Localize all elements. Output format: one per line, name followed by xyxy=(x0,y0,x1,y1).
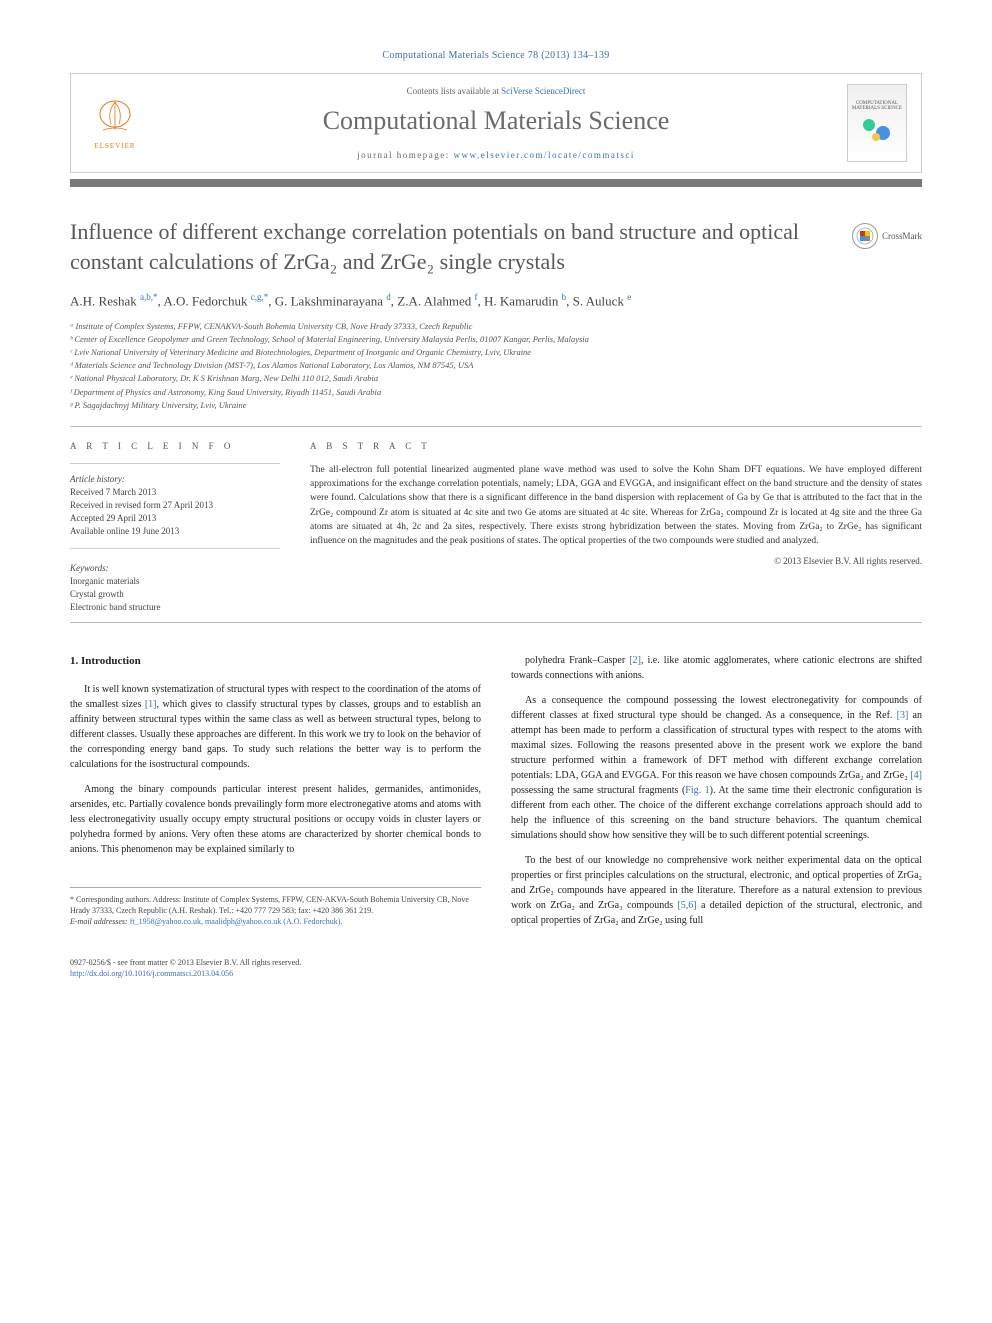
contents-prefix: Contents lists available at xyxy=(407,86,501,96)
front-matter-line: 0927-0256/$ - see front matter © 2013 El… xyxy=(70,957,481,968)
affiliation-line: ᵉ National Physical Laboratory, Dr. K S … xyxy=(70,372,922,385)
body-paragraph: To the best of our knowledge no comprehe… xyxy=(511,853,922,928)
keyword: Crystal growth xyxy=(70,588,280,601)
figure-ref[interactable]: Fig. 1 xyxy=(685,785,709,796)
cover-thumb-label: COMPUTATIONAL MATERIALS SCIENCE xyxy=(850,101,904,111)
journal-reference: Computational Materials Science 78 (2013… xyxy=(70,50,922,61)
body-right-column: polyhedra Frank–Casper [2], i.e. like at… xyxy=(511,653,922,979)
homepage-line: journal homepage: www.elsevier.com/locat… xyxy=(145,150,847,160)
homepage-prefix: journal homepage: xyxy=(357,150,453,160)
citation-ref[interactable]: [2] xyxy=(629,655,641,666)
doi-block: 0927-0256/$ - see front matter © 2013 El… xyxy=(70,957,481,979)
elsevier-logo: ELSEVIER xyxy=(85,88,145,158)
citation-ref[interactable]: [3] xyxy=(897,710,909,721)
abstract-heading: A B S T R A C T xyxy=(310,441,922,451)
elsevier-tree-icon xyxy=(93,96,137,140)
affiliations: ᵃ Institute of Complex Systems, FFPW, CE… xyxy=(70,320,922,412)
email-label: E-mail addresses: xyxy=(70,917,130,926)
affiliation-line: ᶜ Lviv National University of Veterinary… xyxy=(70,346,922,359)
history-line: Available online 19 June 2013 xyxy=(70,525,280,538)
keywords-label: Keywords: xyxy=(70,563,280,573)
header-rule-bar xyxy=(70,179,922,187)
body-columns: 1. Introduction It is well known systema… xyxy=(70,653,922,979)
crossmark-icon xyxy=(852,223,878,249)
body-paragraph: It is well known systematization of stru… xyxy=(70,682,481,772)
elsevier-label: ELSEVIER xyxy=(94,142,135,150)
affiliation-line: ᵇ Center of Excellence Geopolymer and Gr… xyxy=(70,333,922,346)
abstract-text: The all-electron full potential lineariz… xyxy=(310,463,922,549)
contents-available-line: Contents lists available at SciVerse Sci… xyxy=(145,86,847,96)
body-paragraph: Among the binary compounds particular in… xyxy=(70,782,481,857)
corresponding-footnote: * Corresponding authors. Address: Instit… xyxy=(70,887,481,928)
affiliation-line: ᵃ Institute of Complex Systems, FFPW, CE… xyxy=(70,320,922,333)
crossmark-label: CrossMark xyxy=(882,231,922,241)
corresponding-text: * Corresponding authors. Address: Instit… xyxy=(70,894,481,916)
article-info-heading: A R T I C L E I N F O xyxy=(70,441,280,451)
abstract-column: A B S T R A C T The all-electron full po… xyxy=(310,441,922,614)
doi-link[interactable]: http://dx.doi.org/10.1016/j.commatsci.20… xyxy=(70,969,233,978)
keyword: Electronic band structure xyxy=(70,601,280,614)
homepage-link[interactable]: www.elsevier.com/locate/commatsci xyxy=(454,150,635,160)
abstract-copyright: © 2013 Elsevier B.V. All rights reserved… xyxy=(310,556,922,566)
history-line: Received in revised form 27 April 2013 xyxy=(70,499,280,512)
crossmark-badge[interactable]: CrossMark xyxy=(852,223,922,249)
body-paragraph: polyhedra Frank–Casper [2], i.e. like at… xyxy=(511,653,922,683)
affiliation-line: ᵍ P. Sagajdachnyj Military University, L… xyxy=(70,399,922,412)
history-line: Accepted 29 April 2013 xyxy=(70,512,280,525)
journal-title: Computational Materials Science xyxy=(145,106,847,136)
keyword: Inorganic materials xyxy=(70,575,280,588)
journal-header-box: ELSEVIER Contents lists available at Sci… xyxy=(70,73,922,173)
divider xyxy=(70,622,922,623)
header-center: Contents lists available at SciVerse Sci… xyxy=(145,86,847,160)
history-line: Received 7 March 2013 xyxy=(70,486,280,499)
body-paragraph: As a consequence the compound possessing… xyxy=(511,693,922,843)
affiliation-line: ᶠ Department of Physics and Astronomy, K… xyxy=(70,386,922,399)
section-heading: 1. Introduction xyxy=(70,653,481,670)
affiliation-line: ᵈ Materials Science and Technology Divis… xyxy=(70,359,922,372)
citation-ref[interactable]: [5,6] xyxy=(677,900,696,911)
journal-cover-thumbnail: COMPUTATIONAL MATERIALS SCIENCE xyxy=(847,84,907,162)
citation-ref[interactable]: [1] xyxy=(145,699,157,710)
body-left-column: 1. Introduction It is well known systema… xyxy=(70,653,481,979)
author-list: A.H. Reshak a,b,*, A.O. Fedorchuk c,g,*,… xyxy=(70,292,922,309)
divider xyxy=(70,426,922,427)
cover-art-icon xyxy=(859,115,895,145)
article-title: Influence of different exchange correlat… xyxy=(70,217,832,276)
scidirect-link[interactable]: SciVerse ScienceDirect xyxy=(501,86,585,96)
email-addresses[interactable]: ft_1958@yahoo.co.uk, maalidph@yahoo.co.u… xyxy=(130,917,343,926)
article-info-column: A R T I C L E I N F O Article history: R… xyxy=(70,441,280,614)
citation-ref[interactable]: [4] xyxy=(910,770,922,781)
history-label: Article history: xyxy=(70,474,280,484)
